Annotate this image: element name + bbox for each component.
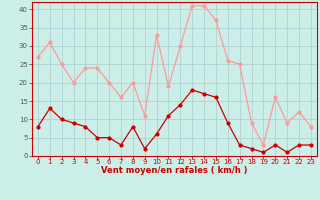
X-axis label: Vent moyen/en rafales ( km/h ): Vent moyen/en rafales ( km/h ) xyxy=(101,166,248,175)
